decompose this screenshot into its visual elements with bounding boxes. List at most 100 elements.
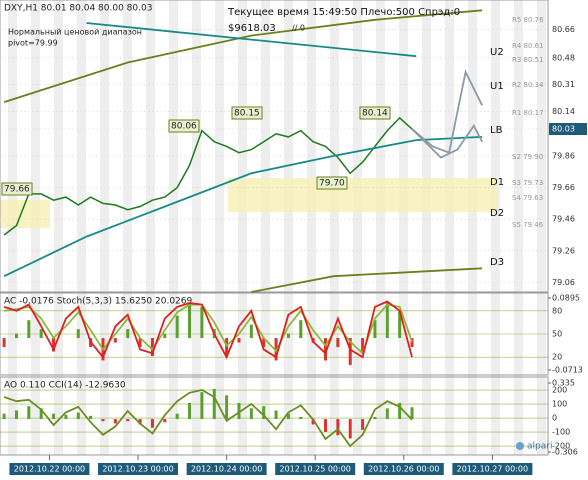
stripe (376, 0, 385, 455)
bar (163, 419, 167, 423)
price-label: 79.70 (319, 179, 345, 189)
annotation: pivot=79.99 (8, 39, 58, 48)
panel-title: AO 0.110 CCI(14) -12.9630 (4, 381, 126, 391)
x-label-bg (9, 463, 90, 475)
series-line (3, 136, 483, 278)
bar (200, 392, 204, 420)
bar (76, 412, 80, 420)
bar (237, 338, 241, 343)
price-marker (549, 123, 587, 136)
stripe (54, 0, 63, 455)
x-label-bg (98, 463, 179, 475)
bar (299, 416, 303, 420)
y-tick-label: 80.03 (552, 125, 575, 134)
annotation: U1 (490, 81, 504, 92)
stripe (514, 0, 523, 455)
x-label-bg (363, 463, 444, 475)
annotation: R1 80.17 (512, 109, 544, 117)
y-tick-label: -200 (552, 442, 570, 451)
y2-tick-label: -0.0713 (552, 365, 583, 374)
bar (175, 315, 179, 339)
bar (200, 306, 204, 339)
bar (324, 338, 328, 361)
y2-tick-label: 0.0895 (552, 294, 580, 303)
panel-frame (0, 376, 549, 456)
bar (2, 338, 6, 348)
y-tick-label: -100 (552, 428, 570, 437)
bar (27, 406, 31, 420)
series-line (251, 267, 483, 293)
price-box (316, 176, 348, 190)
y-tick-label: 20 (552, 353, 562, 362)
panel-title: AC -0.0176 Stoch(5,3,3) 15.6250 20.0269 (4, 297, 192, 307)
annotation: R2 80.34 (512, 81, 544, 89)
series-line (3, 9, 483, 103)
bar (373, 320, 377, 339)
y-tick-label: 0 (552, 414, 557, 423)
zone (228, 178, 498, 212)
stripe (537, 0, 546, 455)
x-label-bg (186, 463, 267, 475)
x-tick-label: 2012.10.25 00:00 (279, 465, 350, 474)
y-tick-label: 79.46 (552, 215, 575, 224)
series-line (3, 300, 413, 360)
y-tick-label: 80 (552, 306, 562, 315)
bar (14, 410, 18, 420)
price-box (231, 106, 263, 120)
annotation: R4 80.61 (512, 42, 544, 50)
bar (361, 419, 365, 430)
bar (113, 419, 117, 424)
annotation: D3 (490, 257, 504, 268)
annotation: R5 80.76 (512, 16, 544, 24)
bar (39, 408, 43, 420)
bar (89, 415, 93, 420)
annotation: $9618.03 (228, 23, 276, 34)
bar (373, 416, 377, 420)
y-tick-label: 100 (552, 400, 567, 409)
bar (126, 419, 130, 422)
annotation: D2 (490, 208, 504, 219)
bar (398, 311, 402, 339)
y-tick-label: 50 (552, 330, 562, 339)
bar (27, 320, 31, 339)
x-tick-label: 2012.10.22 00:00 (14, 465, 85, 474)
bar (113, 338, 117, 343)
stripe (261, 0, 270, 455)
annotation: U2 (490, 47, 504, 58)
bar (2, 413, 6, 420)
bar (348, 419, 352, 439)
bar (398, 402, 402, 420)
price-label: 80.15 (234, 109, 260, 119)
bar (385, 302, 389, 339)
bar (138, 419, 142, 425)
bar (336, 419, 340, 436)
annotation: S2 79.90 (512, 153, 543, 161)
bar (262, 406, 266, 420)
bar (101, 419, 105, 422)
bar (150, 419, 154, 428)
bar (52, 338, 56, 352)
stripe (468, 0, 477, 455)
price-label: 80.06 (171, 122, 197, 132)
stripe (399, 0, 408, 455)
bar (163, 333, 167, 339)
stripe (445, 0, 454, 455)
bar (39, 329, 43, 339)
price-label: 80.14 (362, 109, 388, 119)
x-tick-label: 2012.10.26 00:00 (368, 465, 439, 474)
y-tick-label: 79.26 (552, 246, 575, 255)
x-tick-label: 2012.10.23 00:00 (102, 465, 173, 474)
bar (14, 333, 18, 339)
bar (410, 338, 414, 348)
y-tick-label: 80.48 (552, 53, 575, 62)
y-tick-label: 80.14 (552, 107, 575, 116)
series-line (3, 389, 413, 448)
y-tick-label: 79.06 (552, 278, 575, 287)
stripe (238, 0, 247, 455)
bar (237, 402, 241, 420)
series-line (3, 116, 413, 236)
bar (212, 388, 216, 420)
bar (188, 302, 192, 339)
